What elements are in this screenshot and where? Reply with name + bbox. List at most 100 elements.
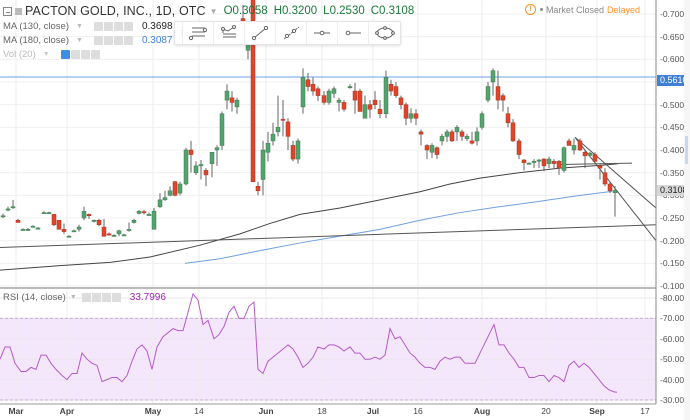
candle-body xyxy=(607,183,613,192)
candle-body xyxy=(131,220,137,223)
candle-body xyxy=(326,90,332,103)
candle-body xyxy=(362,104,368,119)
path-lines-icon[interactable] xyxy=(214,22,245,44)
candle-body xyxy=(372,99,378,105)
candle-body xyxy=(193,165,199,173)
candle-body xyxy=(505,113,511,124)
symbol-square-icon xyxy=(15,7,22,15)
ohlc-close: C0.3108 xyxy=(370,5,415,17)
candle-body xyxy=(255,186,261,192)
visibility-icon[interactable] xyxy=(93,22,103,31)
candle-body xyxy=(383,77,389,114)
candle-body xyxy=(20,229,26,231)
scroll-thumb[interactable] xyxy=(685,136,688,164)
caret-down-icon[interactable]: ▼ xyxy=(42,51,50,58)
candle-body xyxy=(71,230,77,233)
price-axis-label: -0.1000 xyxy=(660,281,689,291)
price-axis-label: -0.6500 xyxy=(660,31,689,42)
indicator-volume[interactable]: Vol (20) ▼ xyxy=(3,48,420,61)
horizontal-ray-icon[interactable] xyxy=(338,22,369,44)
visibility-icon[interactable] xyxy=(81,293,91,302)
candle-body xyxy=(96,220,102,226)
candle-body xyxy=(321,95,327,103)
caret-down-icon[interactable]: ▼ xyxy=(209,6,218,16)
collapse-icon[interactable] xyxy=(3,6,12,16)
candle-body xyxy=(403,104,409,119)
warning-icon[interactable]: ! xyxy=(524,4,536,15)
trendline-icon[interactable] xyxy=(245,22,276,44)
candle-body xyxy=(597,165,603,169)
more-icon[interactable] xyxy=(113,36,123,45)
candle-body xyxy=(209,152,215,164)
candle-body xyxy=(551,161,557,164)
caret-down-icon[interactable]: ▼ xyxy=(69,294,77,301)
caret-down-icon[interactable]: ▼ xyxy=(76,37,83,44)
indicator-label: Vol (20) xyxy=(3,49,36,60)
candle-body xyxy=(106,233,112,236)
candle-body xyxy=(449,131,455,142)
settings-icon[interactable] xyxy=(70,50,80,59)
scrollbar[interactable] xyxy=(684,0,690,420)
time-axis-label: Jul xyxy=(366,406,380,416)
rsi-label: RSI (14, close) xyxy=(3,292,66,303)
caret-down-icon[interactable]: ▼ xyxy=(76,23,83,30)
more-icon[interactable] xyxy=(80,50,90,59)
candle-body xyxy=(408,113,414,119)
settings-icon[interactable] xyxy=(103,22,113,31)
candle-body xyxy=(111,234,117,237)
delayed-badge: Delayed xyxy=(606,4,640,15)
candle-body xyxy=(310,84,316,92)
candle-body xyxy=(413,113,419,119)
symbol-title[interactable]: PACTON GOLD, INC., 1D, OTC xyxy=(25,4,206,18)
ray-icon[interactable] xyxy=(276,22,307,44)
rsi-legend[interactable]: RSI (14, close) ▼ 33.7996 xyxy=(3,292,166,303)
candle-body xyxy=(347,86,353,88)
time-axis-label: 14 xyxy=(194,406,204,416)
time-axis-label: Mar xyxy=(8,406,24,416)
remove-icon[interactable] xyxy=(111,293,121,302)
candle-body xyxy=(561,147,567,171)
more-icon[interactable] xyxy=(113,22,123,31)
price-axis-label: -0.2000 xyxy=(660,235,689,246)
ma180-line xyxy=(184,190,613,264)
candle-body xyxy=(229,97,235,103)
more-icon[interactable] xyxy=(101,293,111,302)
candle-body xyxy=(30,225,36,228)
candle-body xyxy=(388,84,394,92)
candle-body xyxy=(56,220,62,230)
candle-body xyxy=(41,212,47,215)
candle-body xyxy=(377,108,383,114)
visibility-icon[interactable] xyxy=(93,36,103,45)
horizontal-line-icon[interactable] xyxy=(307,22,338,44)
remove-icon[interactable] xyxy=(123,36,133,45)
candle-body xyxy=(305,79,311,87)
horizontal-lines-icon[interactable] xyxy=(183,22,214,44)
settings-icon[interactable] xyxy=(91,293,101,302)
candle-body xyxy=(157,199,163,207)
remove-icon[interactable] xyxy=(90,50,100,59)
candle-body xyxy=(526,162,532,165)
candle-body xyxy=(280,118,286,121)
settings-icon[interactable] xyxy=(103,36,113,45)
time-axis-label: Apr xyxy=(59,406,75,416)
candle-body xyxy=(290,145,296,160)
indicator-ma180[interactable]: MA (180, close) ▼ 0.3087 xyxy=(3,34,420,47)
candle-body xyxy=(116,230,122,235)
market-status-text: Market Closed xyxy=(545,4,604,15)
time-axis-label: Jun xyxy=(258,406,274,416)
remove-icon[interactable] xyxy=(123,22,133,31)
indicator-label: MA (180, close) xyxy=(3,35,69,46)
candle-body xyxy=(177,183,183,194)
visibility-icon[interactable] xyxy=(60,50,70,59)
ellipse-icon[interactable] xyxy=(369,22,400,44)
price-axis-label: -0.6000 xyxy=(660,54,689,65)
candle-body xyxy=(587,152,593,156)
price-axis-label: -0.2500 xyxy=(660,213,689,223)
candle-body xyxy=(285,121,291,137)
indicator-ma130[interactable]: MA (130, close) ▼ 0.3698 xyxy=(3,20,420,33)
indicator-label: MA (130, close) xyxy=(3,21,69,32)
price-axis-label: -0.7000 xyxy=(660,9,689,19)
drag-handle-icon[interactable]: ⋮⋮ xyxy=(172,22,186,44)
candle-body xyxy=(136,210,142,214)
